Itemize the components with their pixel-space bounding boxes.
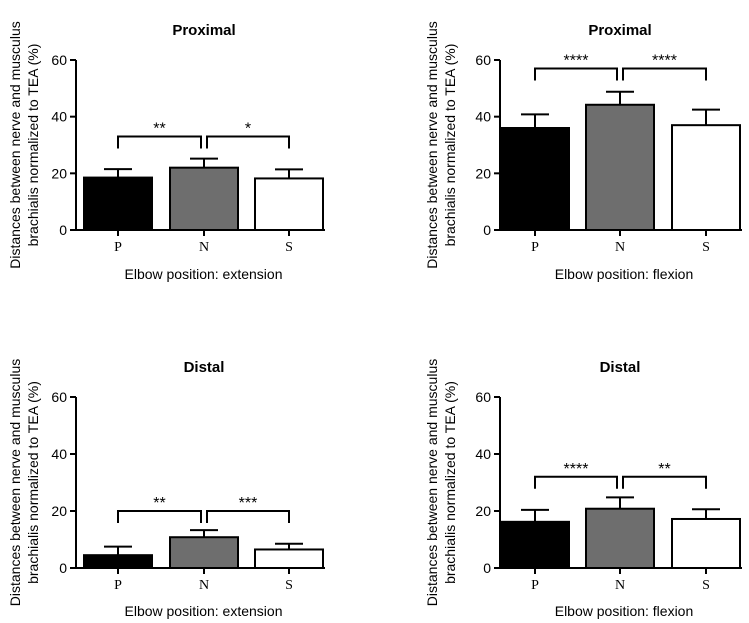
significance-bracket	[117, 135, 202, 149]
significance-bracket	[117, 510, 202, 523]
x-tick-label-S: S	[702, 240, 710, 255]
y-tick-label: 0	[59, 560, 67, 576]
bar-S	[671, 517, 741, 569]
y-axis-label-line2: brachialis normalized to TEA (%)	[442, 381, 458, 584]
y-tick-label: 40	[51, 109, 67, 125]
x-axis-label: Elbow position: flexion	[555, 603, 694, 619]
significance-bracket	[622, 67, 707, 81]
y-tick-label: 20	[51, 165, 67, 181]
bar-P	[500, 520, 570, 570]
chart-panel-2: Proximal Distances between nerve and musc…	[424, 21, 742, 282]
y-axis-label-line2: brachialis normalized to TEA (%)	[25, 381, 41, 584]
y-tick-label: 60	[475, 389, 491, 405]
significance-bracket	[622, 475, 707, 489]
y-tick-label: 20	[475, 503, 491, 519]
y-tick-label: 60	[475, 52, 491, 68]
significance-label: **	[153, 121, 165, 138]
chart-title: Proximal	[588, 22, 651, 39]
x-tick-label-N: N	[199, 240, 209, 255]
y-tick-label: 20	[51, 503, 67, 519]
chart-title: Distal	[600, 359, 641, 376]
x-axis-label: Elbow position: extension	[125, 266, 283, 282]
y-tick-label: 40	[475, 109, 491, 125]
y-axis-label-line1: Distances between nerve and musculus	[424, 359, 440, 606]
significance-label: *	[245, 121, 251, 138]
bar-P	[500, 127, 570, 231]
x-tick-label-S: S	[285, 240, 293, 255]
y-axis-label-line1: Distances between nerve and musculus	[424, 21, 440, 268]
bar-S	[254, 177, 324, 231]
y-tick-label: 60	[51, 389, 67, 405]
y-tick-label: 60	[51, 52, 67, 68]
bar-S	[671, 124, 741, 231]
y-axis-label-line2: brachialis normalized to TEA (%)	[25, 44, 41, 247]
chart-title: Distal	[184, 359, 225, 376]
significance-bracket	[534, 67, 618, 81]
bar-N	[169, 166, 239, 232]
bar-N	[169, 536, 239, 569]
y-tick-label: 40	[51, 446, 67, 462]
y-axis-label-line1: Distances between nerve and musculus	[7, 21, 23, 268]
x-tick-label-P: P	[114, 240, 122, 255]
x-tick-label-S: S	[285, 578, 293, 593]
chart-title: Proximal	[172, 22, 235, 39]
significance-label: ****	[652, 53, 677, 70]
y-tick-label: 0	[483, 560, 491, 576]
significance-bracket	[206, 135, 290, 149]
chart-panel-3: Distal Distances between nerve and muscul…	[7, 359, 325, 619]
chart-panel-1: Proximal Distances between nerve and musc…	[7, 21, 325, 282]
bar-S	[254, 548, 324, 569]
x-tick-label-P: P	[531, 578, 539, 593]
y-axis-label-line2: brachialis normalized to TEA (%)	[442, 44, 458, 247]
x-tick-label-N: N	[615, 578, 625, 593]
bar-N	[585, 103, 655, 231]
bar-N	[585, 507, 655, 569]
significance-bracket	[534, 475, 618, 489]
significance-label: ****	[564, 53, 589, 70]
chart-panel-4: Distal Distances between nerve and muscul…	[424, 359, 742, 619]
significance-label: **	[658, 461, 670, 478]
x-tick-label-P: P	[114, 578, 122, 593]
y-tick-label: 20	[475, 165, 491, 181]
significance-label: **	[153, 495, 165, 512]
y-tick-label: 0	[59, 222, 67, 238]
x-tick-label-S: S	[702, 578, 710, 593]
y-tick-label: 0	[483, 222, 491, 238]
x-tick-label-N: N	[615, 240, 625, 255]
significance-label: ***	[239, 495, 258, 512]
x-axis-label: Elbow position: flexion	[555, 266, 694, 282]
x-tick-label-P: P	[531, 240, 539, 255]
y-axis-label-line1: Distances between nerve and musculus	[7, 359, 23, 606]
y-tick-label: 40	[475, 446, 491, 462]
bar-P	[83, 554, 153, 569]
significance-bracket	[206, 510, 290, 523]
x-axis-label: Elbow position: extension	[125, 603, 283, 619]
bar-P	[83, 176, 153, 231]
x-tick-label-N: N	[199, 578, 209, 593]
significance-label: ****	[564, 461, 589, 478]
